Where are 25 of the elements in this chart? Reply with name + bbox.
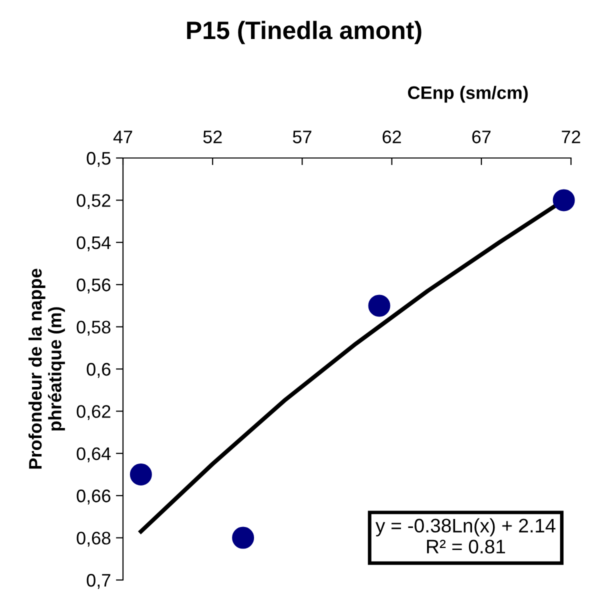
y-tick-label: 0,52	[76, 194, 110, 210]
point	[130, 464, 152, 486]
annotation: y = -0.38Ln(x) + 2.14 R² = 0.81	[376, 518, 556, 554]
chart-title: P15 (Tinedla amont)	[187, 20, 422, 44]
x-tick-label: 57	[292, 130, 312, 144]
y-tick-label: 0,5	[86, 152, 110, 167]
x-tick-label: 52	[203, 130, 222, 144]
y-tick-label: 0,68	[76, 532, 110, 547]
x-axis-title: CEnp (sm/cm)	[408, 86, 528, 103]
x-tick-label: 47	[113, 130, 132, 144]
y-tick-label: 0,7	[86, 574, 110, 589]
y-tick-label: 0,64	[76, 447, 111, 462]
y-tick-label: 0,6	[86, 362, 110, 378]
x-tick-label: 67	[472, 130, 491, 144]
point	[552, 189, 575, 212]
y-axis-title: Profondeur de la nappe phréatique (m)	[28, 268, 65, 469]
y-tick-label: 0,66	[76, 490, 110, 504]
y-tick-label: 0,62	[76, 405, 110, 420]
point	[232, 526, 254, 549]
point	[368, 294, 390, 317]
x-tick-label: 62	[382, 130, 401, 144]
y-tick-label: 0,56	[76, 278, 110, 294]
y-tick-label: 0,54	[76, 236, 111, 252]
x-tick-label: 72	[562, 130, 580, 144]
y-tick-label: 0,58	[76, 320, 110, 336]
